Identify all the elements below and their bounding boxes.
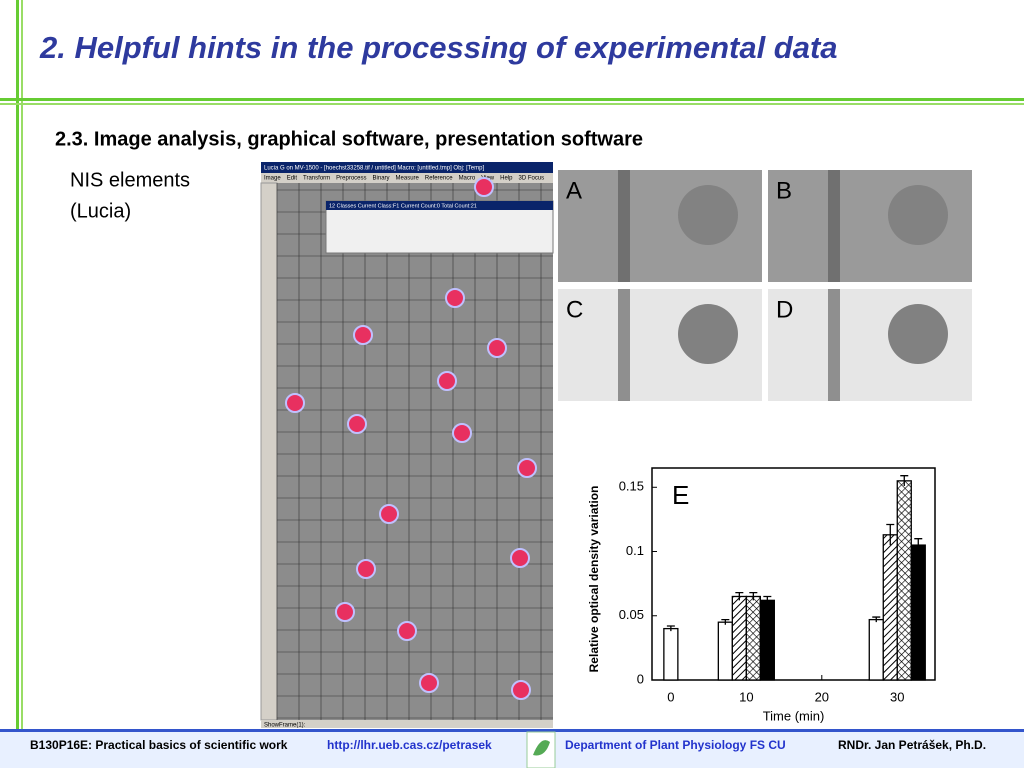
menu-item: Help <box>500 176 513 182</box>
caption: NIS elements <box>70 169 190 191</box>
bar <box>745 595 761 681</box>
footer <box>0 732 1024 768</box>
nucleus <box>437 371 457 391</box>
x-tick-label: 20 <box>815 689 829 704</box>
x-axis-label: Time (min) <box>763 708 825 723</box>
menu-item: 3D Focus <box>518 176 544 182</box>
cell-wall <box>618 289 630 401</box>
nucleus <box>419 673 439 693</box>
bar <box>759 599 775 681</box>
green-line <box>16 0 19 730</box>
nucleus <box>335 602 355 622</box>
x-tick-label: 0 <box>667 689 674 704</box>
nucleus <box>474 177 494 197</box>
footer-course: B130P16E: Practical basics of scientific… <box>30 738 288 752</box>
bar <box>731 595 747 681</box>
panel-title: 12 Classes Current Class:F1 Current Coun… <box>329 203 477 209</box>
menu-item: Measure <box>396 176 420 182</box>
bar <box>663 627 679 681</box>
menu-item: Reference <box>425 176 453 182</box>
cell-shape <box>888 304 948 364</box>
cell-shape <box>678 304 738 364</box>
caption: (Lucia) <box>70 200 131 222</box>
error-bar <box>872 616 881 623</box>
nucleus <box>445 288 465 308</box>
logo-leaf <box>533 740 550 756</box>
footer-author: RNDr. Jan Petrášek, Ph.D. <box>838 738 986 752</box>
nucleus <box>487 338 507 358</box>
error-bar <box>666 625 675 632</box>
error-bar <box>749 591 758 601</box>
error-bar <box>900 475 909 486</box>
error-bar <box>886 523 895 546</box>
footer-line <box>0 729 1024 732</box>
nucleus <box>353 325 373 345</box>
menu-item: Preprocess <box>336 176 366 182</box>
y-tick-label: 0 <box>637 671 644 686</box>
green-line <box>0 103 1024 105</box>
window-title: Lucia G on MV-1500 - [hoechst33258.tif /… <box>264 166 484 172</box>
menu-item: Image <box>264 176 281 182</box>
bar <box>896 480 912 681</box>
error-bar <box>735 591 744 601</box>
y-axis-label: Relative optical density variation <box>587 486 601 673</box>
menu-item: Macro <box>459 176 476 182</box>
nucleus <box>379 504 399 524</box>
footer-url[interactable]: http://lhr.ueb.cas.cz/petrasek <box>327 738 492 752</box>
panel-letter: A <box>566 177 582 204</box>
nucleus <box>517 458 537 478</box>
nucleus <box>452 423 472 443</box>
error-bar <box>721 618 730 625</box>
nucleus <box>510 548 530 568</box>
bar <box>868 618 884 681</box>
nucleus <box>347 414 367 434</box>
menu-item: Edit <box>287 176 298 182</box>
green-line <box>21 0 23 730</box>
panel-letter: B <box>776 177 792 204</box>
x-tick-label: 30 <box>890 689 904 704</box>
cell-wall <box>618 170 630 282</box>
bar <box>882 534 898 681</box>
menu-item: Binary <box>373 176 390 182</box>
footer-department: Department of Plant Physiology FS CU <box>565 738 786 752</box>
nucleus <box>511 680 531 700</box>
subtitle: 2.3. Image analysis, graphical software,… <box>55 128 643 150</box>
cell-wall <box>828 289 840 401</box>
y-tick-label: 0.15 <box>619 479 644 494</box>
error-bar <box>763 595 772 605</box>
plot-frame <box>651 467 936 681</box>
bar <box>910 544 926 681</box>
error-bar <box>914 538 923 552</box>
software-screenshot: Lucia G on MV-1500 - [hoechst33258.tif /… <box>260 162 554 729</box>
panel-letter: E <box>672 480 689 510</box>
status-bar: ShowFrame(1): <box>264 723 306 729</box>
slide-title: 2. Helpful hints in the processing of ex… <box>39 30 838 65</box>
cell-shape <box>888 185 948 245</box>
cell-wall <box>828 170 840 282</box>
menu-item: Transform <box>303 176 330 182</box>
bar <box>717 621 733 681</box>
y-tick-label: 0.1 <box>626 543 644 558</box>
green-line <box>0 98 1024 101</box>
nucleus <box>356 559 376 579</box>
y-tick-label: 0.05 <box>619 607 644 622</box>
panel-letter: C <box>566 296 583 323</box>
nucleus <box>397 621 417 641</box>
x-tick-label: 10 <box>739 689 753 704</box>
panel-letter: D <box>776 296 793 323</box>
cell-shape <box>678 185 738 245</box>
nucleus <box>285 393 305 413</box>
